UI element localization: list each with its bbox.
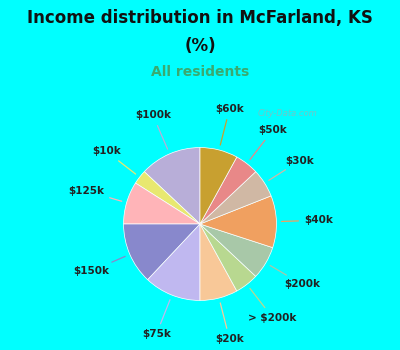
Text: All residents: All residents [151,65,249,79]
Text: $125k: $125k [68,186,122,201]
Wedge shape [200,196,276,247]
Wedge shape [144,148,200,224]
Wedge shape [200,224,273,276]
Text: $60k: $60k [215,104,244,145]
Text: $200k: $200k [270,266,320,289]
Wedge shape [136,172,200,224]
Text: > $200k: > $200k [248,288,297,323]
Text: $100k: $100k [135,110,171,149]
Text: $30k: $30k [269,155,314,180]
Text: $75k: $75k [142,300,171,339]
Wedge shape [200,148,237,224]
Wedge shape [200,172,271,224]
Text: Income distribution in McFarland, KS: Income distribution in McFarland, KS [27,9,373,27]
Text: $40k: $40k [282,215,333,225]
Text: $150k: $150k [73,256,125,276]
Wedge shape [124,183,200,224]
Text: $50k: $50k [250,125,287,160]
Text: $20k: $20k [215,303,244,344]
Wedge shape [148,224,200,300]
Wedge shape [200,224,256,291]
Text: City-Data.com: City-Data.com [258,109,318,118]
Text: $10k: $10k [92,146,136,174]
Wedge shape [124,224,200,280]
Text: (%): (%) [184,37,216,55]
Wedge shape [200,157,256,224]
Wedge shape [200,224,237,300]
